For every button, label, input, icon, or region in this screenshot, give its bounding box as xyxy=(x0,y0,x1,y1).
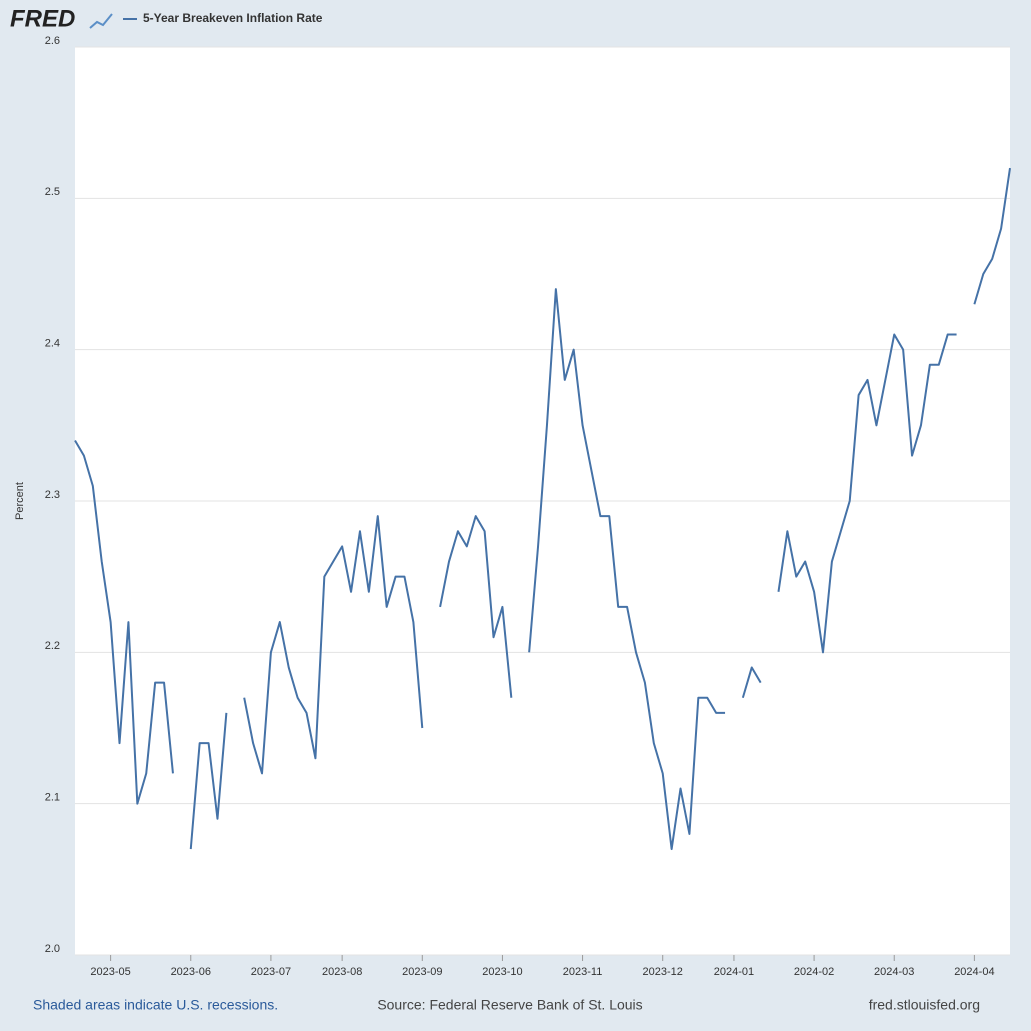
y-tick-label: 2.4 xyxy=(45,338,60,350)
y-tick-label: 2.2 xyxy=(45,640,60,652)
x-tick-label: 2024-01 xyxy=(714,966,754,978)
y-axis-label: Percent xyxy=(14,482,26,520)
x-tick-label: 2023-12 xyxy=(643,966,683,978)
series-line xyxy=(74,167,1011,851)
x-tick-label: 2023-07 xyxy=(251,966,291,978)
x-tick-label: 2024-02 xyxy=(794,966,834,978)
x-tick-label: 2023-10 xyxy=(482,966,522,978)
x-tick-label: 2023-06 xyxy=(171,966,211,978)
legend-label: 5-Year Breakeven Inflation Rate xyxy=(143,11,323,25)
logo-icon xyxy=(89,13,113,29)
x-tick-label: 2023-11 xyxy=(563,966,603,978)
y-tick-label: 2.3 xyxy=(45,489,60,501)
x-tick-label: 2023-05 xyxy=(90,966,130,978)
x-tick-label: 2023-08 xyxy=(322,966,362,978)
recession-note: Shaded areas indicate U.S. recessions. xyxy=(33,997,278,1013)
site-note: fred.stlouisfed.org xyxy=(869,997,980,1013)
source-note: Source: Federal Reserve Bank of St. Loui… xyxy=(377,997,642,1013)
y-tick-label: 2.1 xyxy=(45,792,60,804)
x-tick-label: 2024-04 xyxy=(954,966,994,978)
x-tick-label: 2023-09 xyxy=(402,966,442,978)
logo: FRED xyxy=(10,5,75,32)
y-tick-label: 2.6 xyxy=(45,35,60,47)
y-tick-label: 2.0 xyxy=(45,943,60,955)
y-tick-label: 2.5 xyxy=(45,186,60,198)
x-tick-label: 2024-03 xyxy=(874,966,914,978)
